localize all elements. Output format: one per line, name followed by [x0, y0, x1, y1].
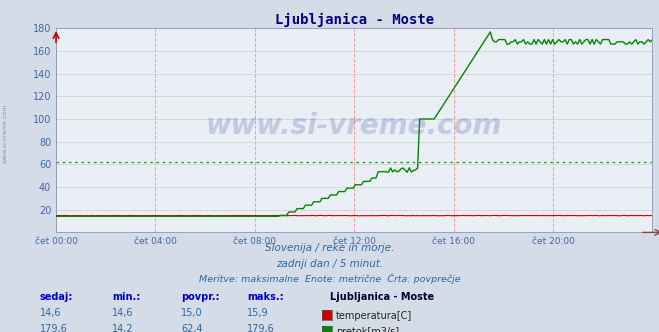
Text: www.si-vreme.com: www.si-vreme.com — [206, 112, 502, 140]
Text: sedaj:: sedaj: — [40, 292, 73, 302]
Text: 62,4: 62,4 — [181, 324, 203, 332]
Text: zadnji dan / 5 minut.: zadnji dan / 5 minut. — [276, 259, 383, 269]
Text: temperatura[C]: temperatura[C] — [336, 311, 413, 321]
Text: 14,6: 14,6 — [112, 308, 134, 318]
Text: povpr.:: povpr.: — [181, 292, 219, 302]
Text: 179,6: 179,6 — [247, 324, 275, 332]
Text: 14,6: 14,6 — [40, 308, 61, 318]
Text: Ljubljanica - Moste: Ljubljanica - Moste — [330, 292, 434, 302]
Text: 179,6: 179,6 — [40, 324, 67, 332]
Text: Slovenija / reke in morje.: Slovenija / reke in morje. — [265, 243, 394, 253]
Text: 14,2: 14,2 — [112, 324, 134, 332]
Text: 15,0: 15,0 — [181, 308, 203, 318]
Text: Meritve: maksimalne  Enote: metrične  Črta: povprečje: Meritve: maksimalne Enote: metrične Črta… — [198, 274, 461, 284]
Title: Ljubljanica - Moste: Ljubljanica - Moste — [275, 13, 434, 27]
Text: www.si-vreme.com: www.si-vreme.com — [3, 103, 8, 163]
Text: min.:: min.: — [112, 292, 140, 302]
Text: maks.:: maks.: — [247, 292, 284, 302]
Text: pretok[m3/s]: pretok[m3/s] — [336, 327, 399, 332]
Text: 15,9: 15,9 — [247, 308, 269, 318]
